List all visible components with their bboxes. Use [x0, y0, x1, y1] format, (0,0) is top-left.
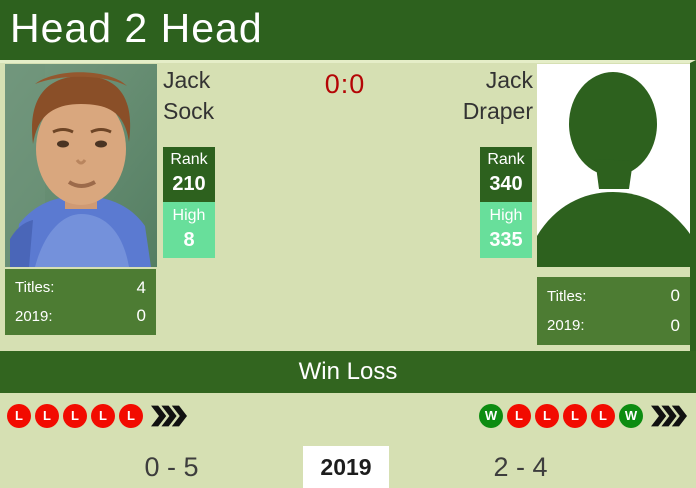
page-header: Head 2 Head: [0, 0, 696, 60]
player-right-photo-placeholder[interactable]: [537, 64, 690, 267]
titles-value: 4: [136, 277, 146, 297]
high-label: High: [172, 207, 206, 224]
player-left-winloss: 0 - 5: [144, 451, 199, 482]
rank-badge: Rank 340: [480, 147, 532, 202]
win-loss-title: Win Loss: [298, 358, 398, 385]
titles-value: 0: [670, 286, 680, 306]
year-titles-row: 2019: 0: [15, 306, 146, 326]
rank-value: 210: [172, 173, 206, 195]
year-titles-row: 2019: 0: [547, 316, 680, 336]
rank-label: Rank: [170, 151, 208, 168]
win-loss-header: Win Loss: [0, 351, 696, 393]
player-left-name[interactable]: Jack Sock: [163, 67, 215, 124]
more-results-left-icon[interactable]: [151, 403, 187, 429]
year-box[interactable]: 2019: [303, 446, 389, 488]
form-result: L: [119, 404, 143, 428]
form-result: L: [63, 404, 87, 428]
player-right-winloss: 2 - 4: [493, 451, 548, 482]
titles-label: Titles:: [15, 279, 55, 297]
high-value: 8: [183, 229, 195, 251]
form-result: L: [591, 404, 615, 428]
recent-form-row: L L L L L W L L L L W: [0, 393, 696, 446]
year-value: 0: [136, 306, 146, 326]
form-result: L: [563, 404, 587, 428]
year-label: 2019:: [15, 307, 53, 325]
rank-value: 340: [489, 173, 523, 195]
high-label: High: [489, 207, 523, 224]
high-badge: High 8: [163, 202, 215, 258]
high-badge: High 335: [480, 202, 532, 258]
player-left-titles-box: Titles: 4 2019: 0: [5, 269, 156, 335]
titles-row: Titles: 0: [547, 286, 680, 306]
titles-label: Titles:: [547, 287, 587, 305]
form-result: L: [507, 404, 531, 428]
player-left-photo[interactable]: [5, 64, 157, 267]
titles-row: Titles: 4: [15, 278, 146, 298]
form-result: L: [91, 404, 115, 428]
form-result: W: [619, 404, 643, 428]
more-results-right-icon[interactable]: [651, 403, 687, 429]
high-value: 335: [489, 229, 523, 251]
year-label: 2019:: [547, 317, 585, 335]
year-value: 0: [670, 315, 680, 335]
form-result: L: [35, 404, 59, 428]
rank-badge: Rank 210: [163, 147, 215, 202]
win-loss-summary: 0 - 5 2019 2 - 4: [0, 446, 696, 488]
players-section: Jack Sock 0:0 Jack Draper Rank 210 High …: [0, 60, 696, 354]
rank-label: Rank: [487, 151, 525, 168]
player-left-rank-badges: Rank 210 High 8: [163, 147, 215, 258]
page-title: Head 2 Head: [10, 5, 263, 51]
player-right-rank-badges: Rank 340 High 335: [480, 147, 532, 258]
form-result: L: [535, 404, 559, 428]
form-result: L: [7, 404, 31, 428]
player-right-name[interactable]: Jack Draper: [462, 67, 533, 124]
player-right-form: W L L L L W: [479, 403, 687, 429]
h2h-score: 0:0: [324, 69, 366, 99]
player-right-titles-box: Titles: 0 2019: 0: [537, 277, 690, 345]
player-left-form: L L L L L: [7, 403, 187, 429]
form-result: W: [479, 404, 503, 428]
